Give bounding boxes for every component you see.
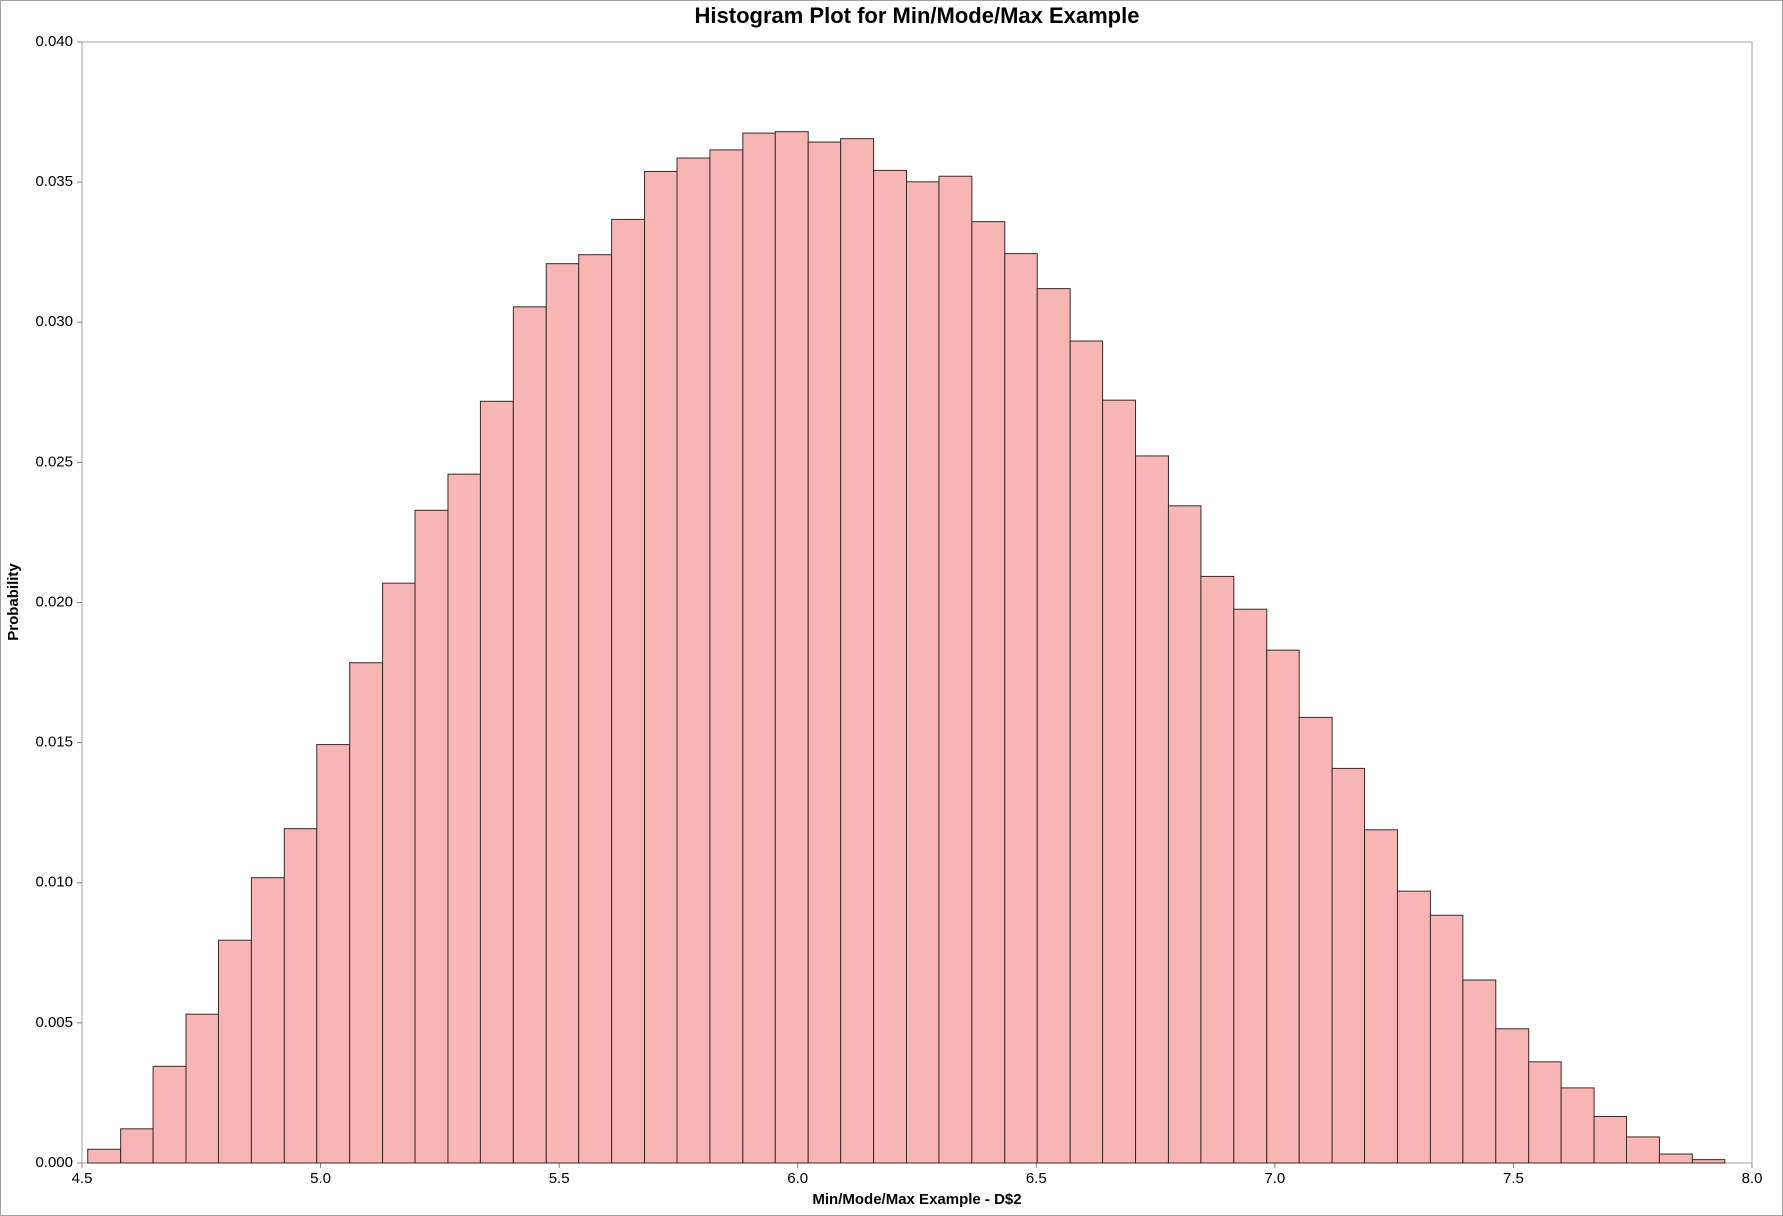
bar <box>1004 253 1038 1164</box>
bar <box>1266 649 1300 1164</box>
bar <box>807 141 842 1164</box>
bar <box>873 169 908 1164</box>
bar <box>479 400 514 1164</box>
y-tick-label: 0.035 <box>35 173 73 190</box>
chart-title: Histogram Plot for Min/Mode/Max Example <box>695 3 1140 28</box>
bar <box>1331 767 1366 1164</box>
bar <box>676 157 711 1164</box>
bar <box>1364 829 1398 1164</box>
y-tick-label: 0.000 <box>35 1154 73 1171</box>
x-tick-label: 5.5 <box>549 1170 570 1187</box>
bar <box>316 744 351 1164</box>
x-tick-label: 7.0 <box>1264 1170 1285 1187</box>
bar <box>938 175 973 1164</box>
y-tick-label: 0.005 <box>35 1014 73 1031</box>
bar <box>152 1065 187 1164</box>
bar <box>414 509 449 1164</box>
bar <box>1593 1115 1628 1164</box>
y-tick-label: 0.040 <box>35 33 73 50</box>
y-tick-label: 0.010 <box>35 874 73 891</box>
x-tick-label: 8.0 <box>1742 1170 1763 1187</box>
bar <box>709 149 744 1164</box>
bar <box>1396 890 1431 1164</box>
bar <box>1069 340 1104 1164</box>
bar <box>1036 288 1071 1164</box>
y-tick-label: 0.020 <box>35 593 73 610</box>
bar <box>1233 608 1268 1164</box>
y-tick-label: 0.030 <box>35 313 73 330</box>
bar <box>1135 455 1169 1164</box>
bar <box>87 1148 122 1164</box>
bar <box>1658 1153 1693 1164</box>
bar <box>185 1013 219 1164</box>
bar <box>611 218 646 1164</box>
x-tick-label: 6.0 <box>787 1170 808 1187</box>
x-tick-label: 6.5 <box>1026 1170 1047 1187</box>
bar <box>283 828 318 1164</box>
x-tick-label: 5.0 <box>310 1170 331 1187</box>
bar <box>1298 716 1333 1164</box>
bar <box>1691 1159 1726 1164</box>
y-tick-label: 0.015 <box>35 734 73 751</box>
x-tick-label: 4.5 <box>72 1170 93 1187</box>
bar <box>1495 1028 1530 1164</box>
bar <box>1560 1087 1595 1164</box>
bar <box>971 221 1006 1164</box>
bar <box>545 263 580 1164</box>
bar <box>217 939 252 1164</box>
bar <box>250 877 285 1164</box>
bar <box>774 131 809 1164</box>
bar <box>382 582 416 1164</box>
bar <box>1167 505 1202 1164</box>
bar <box>1429 914 1464 1164</box>
bar <box>512 306 547 1164</box>
bar <box>120 1128 154 1164</box>
bar <box>1626 1136 1660 1164</box>
bar <box>349 662 384 1164</box>
y-axis-label: Probability <box>5 563 22 641</box>
bar <box>1528 1061 1562 1164</box>
bar <box>906 181 940 1164</box>
x-axis-label: Min/Mode/Max Example - D$2 <box>812 1191 1021 1208</box>
bar <box>840 138 875 1164</box>
bar <box>578 254 613 1164</box>
bar <box>742 132 776 1164</box>
bar <box>644 170 678 1164</box>
bar <box>1200 575 1235 1164</box>
bar <box>447 473 481 1164</box>
bar <box>1102 399 1137 1164</box>
y-tick-label: 0.025 <box>35 453 73 470</box>
x-tick-label: 7.5 <box>1503 1170 1524 1187</box>
bar <box>1462 979 1497 1164</box>
